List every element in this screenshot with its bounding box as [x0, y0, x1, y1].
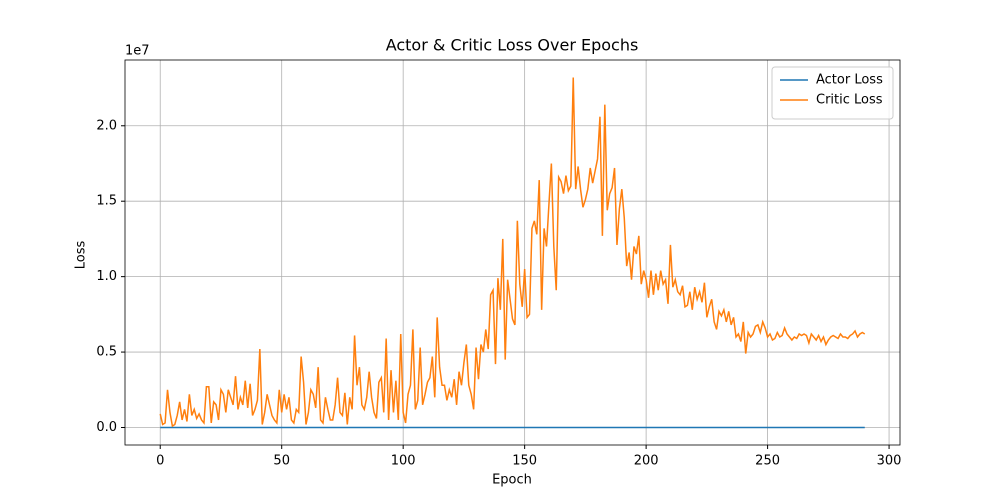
- x-tick-label: 0: [156, 454, 164, 469]
- y-offset-label: 1e7: [125, 44, 150, 59]
- x-tick-label: 250: [755, 454, 780, 469]
- x-tick-label: 150: [512, 454, 537, 469]
- chart-title: Actor & Critic Loss Over Epochs: [386, 36, 639, 55]
- legend-label: Critic Loss: [816, 93, 883, 108]
- series-line: [159, 77, 866, 428]
- x-axis-label: Epoch: [492, 473, 532, 488]
- legend-label: Actor Loss: [816, 73, 883, 88]
- x-tick-label: 100: [391, 454, 416, 469]
- y-tick-label: 1.0: [96, 269, 117, 284]
- y-tick-label: 0.5: [96, 345, 117, 360]
- axes-frame: [124, 59, 901, 446]
- y-tick-label: 1.5: [96, 194, 117, 209]
- x-tick-label: 300: [877, 454, 902, 469]
- x-tick-label: 50: [273, 454, 290, 469]
- y-axis-label: Loss: [74, 241, 89, 270]
- y-tick-label: 0.0: [96, 420, 117, 435]
- x-tick-label: 200: [634, 454, 659, 469]
- y-tick-label: 2.0: [96, 118, 117, 133]
